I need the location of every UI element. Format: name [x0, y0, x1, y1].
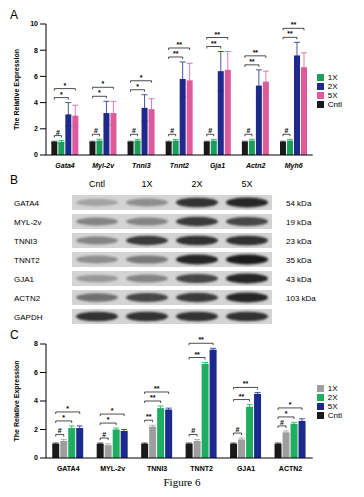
svg-text:43 kDa: 43 kDa [286, 275, 312, 284]
svg-text:#: # [285, 127, 289, 134]
html-text:5X: 5X [327, 402, 338, 411]
svg-text:TNNI3: TNNI3 [14, 237, 38, 246]
svg-text:#: # [236, 426, 240, 433]
svg-text:GATA4: GATA4 [57, 465, 80, 472]
svg-text:**: ** [287, 30, 293, 37]
svg-text:#: # [102, 431, 106, 438]
svg-text:23 kDa: 23 kDa [286, 237, 312, 246]
html-text:Cntl: Cntl [327, 99, 342, 109]
svg-text:#: # [246, 127, 250, 134]
svg-text:**: ** [291, 21, 297, 28]
svg-text:Actn2: Actn2 [245, 162, 266, 169]
svg-text:2: 2 [34, 125, 38, 132]
svg-text:**: ** [154, 385, 160, 392]
svg-text:5X: 5X [241, 179, 252, 189]
svg-text:10: 10 [30, 20, 38, 27]
svg-text:*: * [136, 83, 139, 90]
svg-text:2X: 2X [191, 179, 202, 189]
html-text:Figure 6: Figure 6 [163, 476, 201, 488]
svg-text:8: 8 [34, 340, 38, 347]
svg-text:TNNT2: TNNT2 [14, 256, 40, 265]
svg-text:4: 4 [34, 99, 38, 106]
svg-text:**: ** [146, 413, 152, 420]
html-text:C: C [10, 328, 19, 342]
svg-text:**: ** [215, 31, 221, 38]
svg-text:*: * [140, 74, 143, 81]
svg-text:MYL-2v: MYL-2v [14, 218, 42, 227]
svg-text:The Relative Expression: The Relative Expression [13, 49, 21, 130]
html-text:Cntl: Cntl [327, 411, 342, 420]
svg-text:MYL-2v: MYL-2v [100, 465, 125, 472]
svg-text:TNNI3: TNNI3 [147, 465, 167, 472]
svg-text:**: ** [239, 393, 245, 400]
svg-text:#: # [132, 127, 136, 134]
svg-text:#: # [280, 419, 284, 426]
svg-text:**: ** [150, 394, 156, 401]
html-text:1X: 1X [327, 384, 338, 393]
html-text:A: A [10, 8, 18, 22]
svg-text:GATA4: GATA4 [14, 199, 40, 208]
svg-text:*: * [62, 414, 65, 421]
svg-text:35 kDa: 35 kDa [286, 256, 312, 265]
svg-text:6: 6 [34, 73, 38, 80]
svg-text:ACTN2: ACTN2 [279, 465, 302, 472]
svg-text:ACTN2: ACTN2 [14, 294, 41, 303]
svg-text:Myh6: Myh6 [285, 162, 303, 170]
svg-text:#: # [94, 127, 98, 134]
svg-text:*: * [107, 416, 110, 423]
html-text:B: B [10, 173, 18, 187]
svg-text:GJA1: GJA1 [14, 275, 35, 284]
svg-text:Gja1: Gja1 [210, 162, 225, 170]
svg-text:19 kDa: 19 kDa [286, 218, 312, 227]
svg-text:Cntl: Cntl [89, 179, 105, 189]
svg-text:*: * [111, 407, 114, 414]
svg-text:#: # [56, 129, 60, 136]
svg-text:0: 0 [34, 454, 38, 461]
svg-text:**: ** [253, 49, 259, 56]
svg-text:**: ** [249, 58, 255, 65]
svg-text:*: * [102, 80, 105, 87]
svg-text:The Relative Expression: The Relative Expression [13, 361, 21, 442]
svg-text:#: # [191, 427, 195, 434]
svg-text:2: 2 [34, 426, 38, 433]
svg-text:#: # [170, 127, 174, 134]
svg-text:**: ** [173, 50, 179, 57]
svg-text:Tnnt2: Tnnt2 [170, 162, 189, 169]
svg-text:*: * [66, 405, 69, 412]
svg-text:TNNT2: TNNT2 [190, 465, 213, 472]
svg-text:1X: 1X [141, 179, 152, 189]
html-text:2X: 2X [327, 393, 338, 402]
svg-text:Tnni3: Tnni3 [132, 162, 151, 169]
svg-text:**: ** [198, 336, 204, 343]
svg-text:*: * [98, 89, 101, 96]
html-text:1X: 1X [327, 72, 338, 82]
svg-text:GAPDH: GAPDH [14, 313, 43, 322]
html-text:5X: 5X [327, 90, 338, 100]
svg-text:6: 6 [34, 369, 38, 376]
svg-text:103 kDa: 103 kDa [286, 294, 316, 303]
svg-text:4: 4 [34, 397, 38, 404]
svg-text:Myl-2v: Myl-2v [92, 162, 115, 170]
svg-text:**: ** [243, 380, 249, 387]
svg-text:*: * [63, 82, 66, 89]
svg-text:54 kDa: 54 kDa [286, 199, 312, 208]
svg-text:8: 8 [34, 47, 38, 54]
svg-text:**: ** [211, 40, 217, 47]
svg-text:#: # [58, 427, 62, 434]
svg-text:GJA1: GJA1 [237, 465, 255, 472]
svg-text:#: # [208, 127, 212, 134]
svg-text:*: * [289, 401, 292, 408]
svg-text:Gata4: Gata4 [55, 162, 75, 169]
html-text:2X: 2X [327, 81, 338, 91]
svg-text:*: * [285, 410, 288, 417]
svg-text:0: 0 [34, 151, 38, 158]
svg-text:*: * [60, 91, 63, 98]
svg-text:**: ** [176, 41, 182, 48]
svg-text:**: ** [194, 351, 200, 358]
